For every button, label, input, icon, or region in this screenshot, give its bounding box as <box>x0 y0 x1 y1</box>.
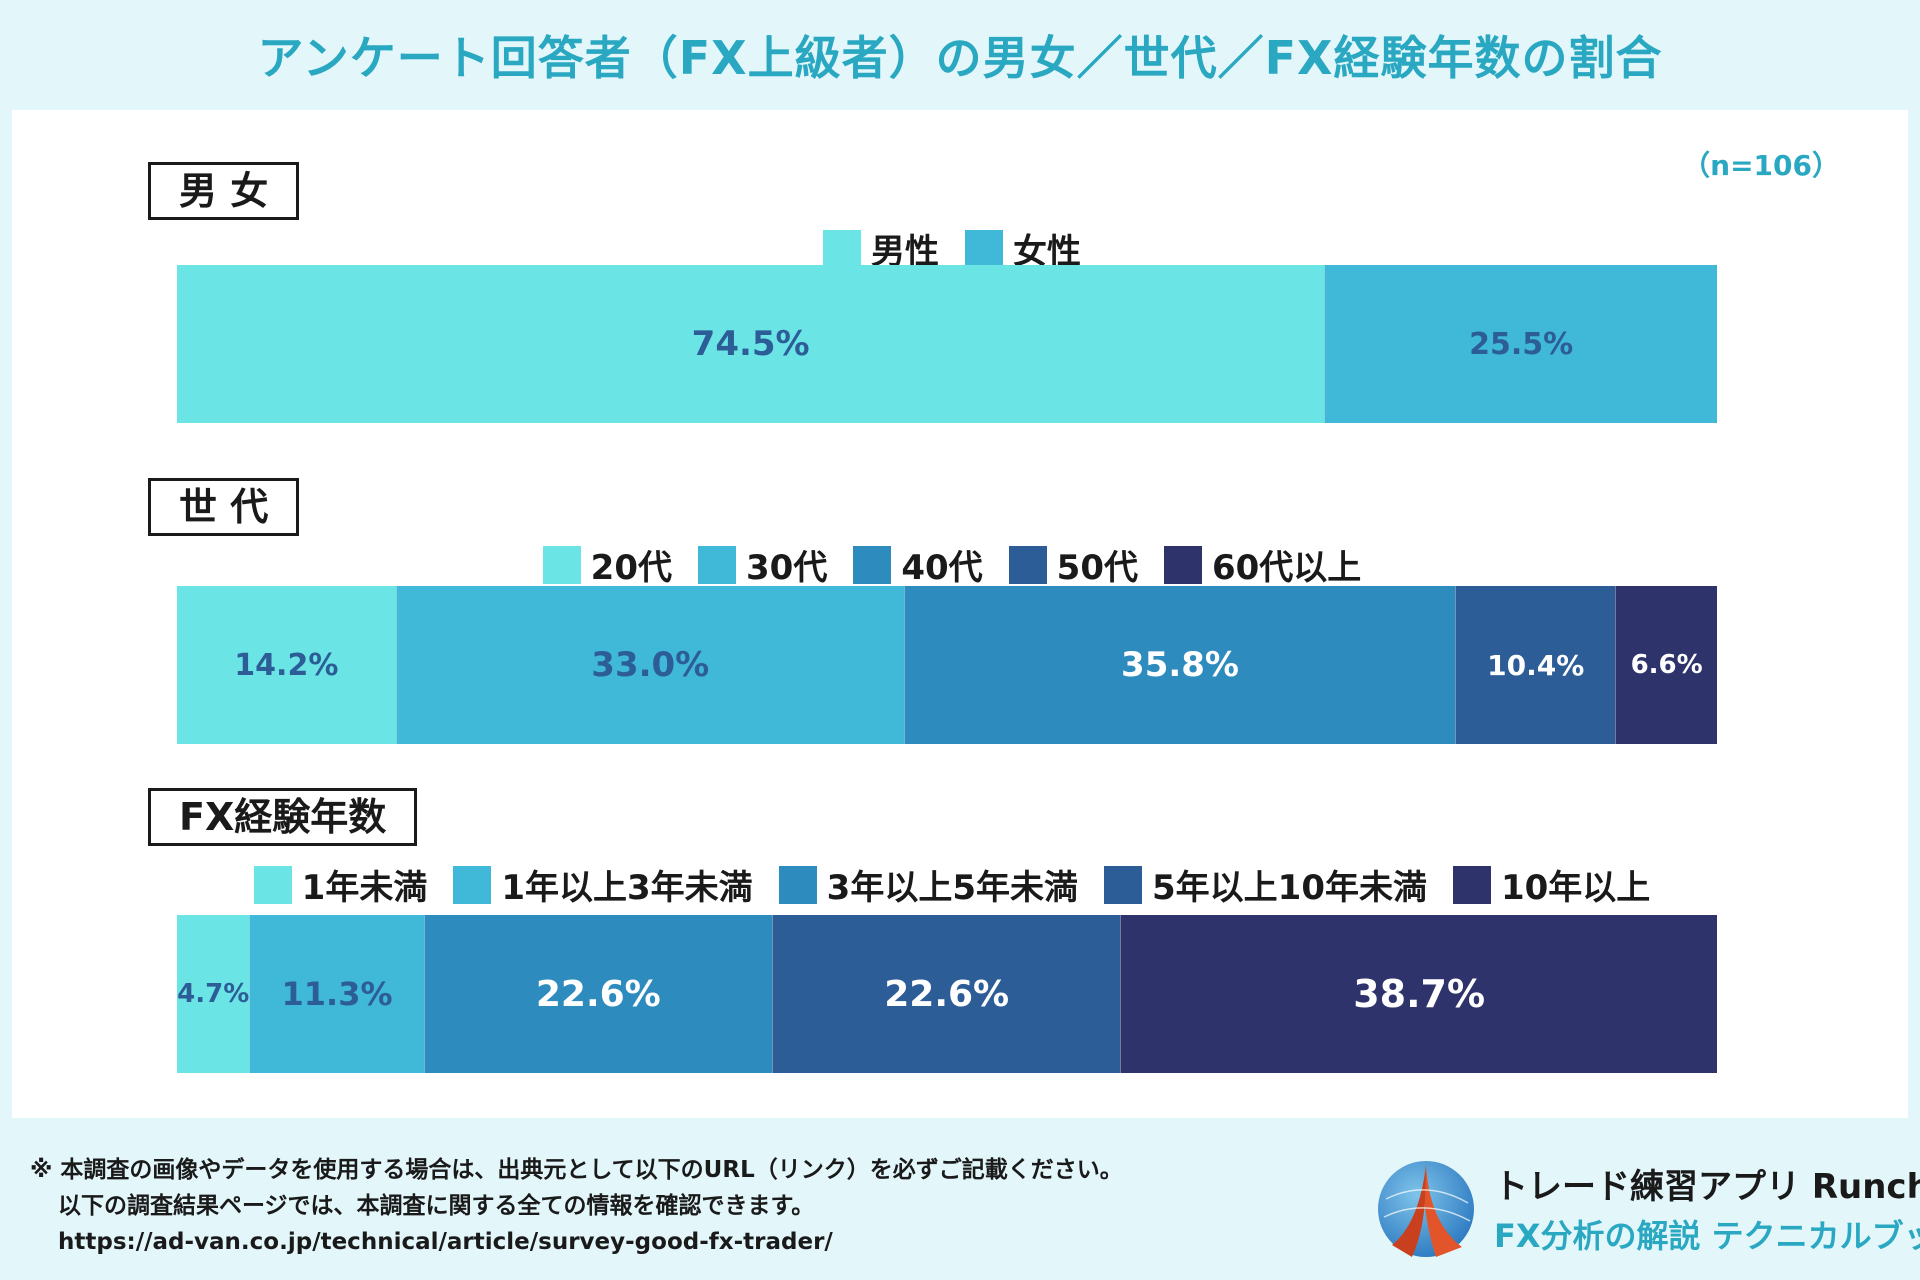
legend-item: 40代 <box>853 540 983 589</box>
legend-item: 3年以上5年未満 <box>778 860 1078 909</box>
legend-swatch <box>1163 545 1202 584</box>
legend-swatch <box>253 865 292 904</box>
bar-generation: 14.2% 33.0% 35.8% 10.4% 6.6% <box>177 586 1717 744</box>
legend-swatch <box>698 545 736 584</box>
bar-segment: 22.6% <box>423 915 772 1073</box>
bar-data-label: 6.6% <box>1630 650 1703 680</box>
bar-data-label: 33.0% <box>591 645 710 685</box>
bar-data-label: 4.7% <box>177 979 250 1009</box>
footer-line-2: 以下の調査結果ページでは、本調査に関する全ての情報を確認できます。 <box>58 1193 815 1219</box>
legend-item: 60代以上 <box>1163 540 1362 589</box>
legend-swatch <box>823 229 861 268</box>
chart-panel: （n=106） 男 女 男性 女性 74.5% 25.5% 世 代 20代 30代 40… <box>12 110 1908 1118</box>
legend-swatch <box>542 545 581 584</box>
legend-label: 30代 <box>746 548 828 588</box>
legend-item: 30代 <box>698 540 827 589</box>
bar-data-label: 11.3% <box>281 975 393 1013</box>
bar-data-label: 10.4% <box>1487 648 1585 682</box>
footer-url[interactable]: https://ad-van.co.jp/technical/article/s… <box>58 1229 833 1255</box>
legend-item: 1年以上3年未満 <box>453 860 753 909</box>
footer-note: ※ 本調査の画像やデータを使用する場合は、出典元として以下のURL（リンク）を必… <box>30 1152 1123 1260</box>
legend-swatch <box>1452 865 1491 904</box>
bar-data-label: 74.5% <box>691 324 810 364</box>
brand-block: トレード練習アプリ Runcha FX分析の解説 テクニカルブック <box>1376 1155 1920 1265</box>
legend-label: 5年以上10年未満 <box>1152 868 1427 908</box>
legend-item: 50代 <box>1008 540 1138 589</box>
bar-segment: 38.7% <box>1120 915 1717 1073</box>
bar-data-label: 35.8% <box>1121 645 1239 685</box>
legend-fx-experience: 1年未満 1年以上3年未満 3年以上5年未満 5年以上10年未満 10年以上 <box>172 860 1732 909</box>
legend-item: 20代 <box>542 540 672 589</box>
legend-generation: 20代 30代 40代 50代 60代以上 <box>172 540 1732 589</box>
legend-label: 50代 <box>1056 548 1138 588</box>
bar-segment: 22.6% <box>772 915 1121 1073</box>
section-title-gender: 男 女 <box>148 162 300 220</box>
legend-swatch <box>965 229 1003 268</box>
bar-data-label: 22.6% <box>535 973 661 1015</box>
bar-segment: 6.6% <box>1615 586 1717 744</box>
legend-label: 40代 <box>901 548 983 588</box>
legend-swatch <box>453 865 492 904</box>
bar-data-label: 22.6% <box>884 973 1010 1015</box>
bar-gender: 74.5% 25.5% <box>177 265 1717 423</box>
legend-swatch <box>778 865 817 904</box>
legend-label: 20代 <box>590 548 672 588</box>
bar-data-label: 14.2% <box>234 647 339 683</box>
legend-label: 1年以上3年未満 <box>501 868 753 908</box>
brand-name: トレード練習アプリ Runcha <box>1494 1167 1920 1207</box>
section-title-generation: 世 代 <box>148 478 300 536</box>
bar-segment: 35.8% <box>903 586 1456 744</box>
bar-segment: 25.5% <box>1324 265 1717 423</box>
section-title-fx-experience: FX経験年数 <box>148 788 418 846</box>
legend-label: 60代以上 <box>1211 548 1362 588</box>
bar-segment: 33.0% <box>395 586 904 744</box>
runcha-logo-icon <box>1378 1161 1474 1257</box>
chart-title: アンケート回答者（FX上級者）の男女／世代／FX経験年数の割合 <box>257 31 1663 85</box>
legend-item: 5年以上10年未満 <box>1104 860 1427 909</box>
bar-fx-experience: 4.7% 11.3% 22.6% 22.6% 38.7% <box>177 915 1717 1073</box>
legend-label: 3年以上5年未満 <box>826 868 1078 908</box>
bar-segment: 4.7% <box>177 915 250 1073</box>
bar-segment: 11.3% <box>249 915 424 1073</box>
bar-segment: 14.2% <box>177 586 396 744</box>
legend-item: 1年未満 <box>253 860 428 909</box>
bar-segment: 74.5% <box>177 265 1325 423</box>
bar-data-label: 38.7% <box>1353 972 1486 1016</box>
bar-segment: 10.4% <box>1455 586 1616 744</box>
brand-subtitle: FX分析の解説 テクニカルブック <box>1494 1217 1920 1255</box>
legend-swatch <box>1104 865 1142 904</box>
sample-size-label: （n=106） <box>1682 149 1840 182</box>
bar-data-label: 25.5% <box>1469 326 1574 362</box>
legend-swatch <box>853 545 892 584</box>
legend-label: 10年以上 <box>1500 868 1651 908</box>
legend-label: 1年未満 <box>301 868 428 908</box>
legend-item: 10年以上 <box>1452 860 1651 909</box>
footer-line-1: ※ 本調査の画像やデータを使用する場合は、出典元として以下のURL（リンク）を必… <box>30 1157 1123 1183</box>
legend-swatch <box>1008 545 1047 584</box>
